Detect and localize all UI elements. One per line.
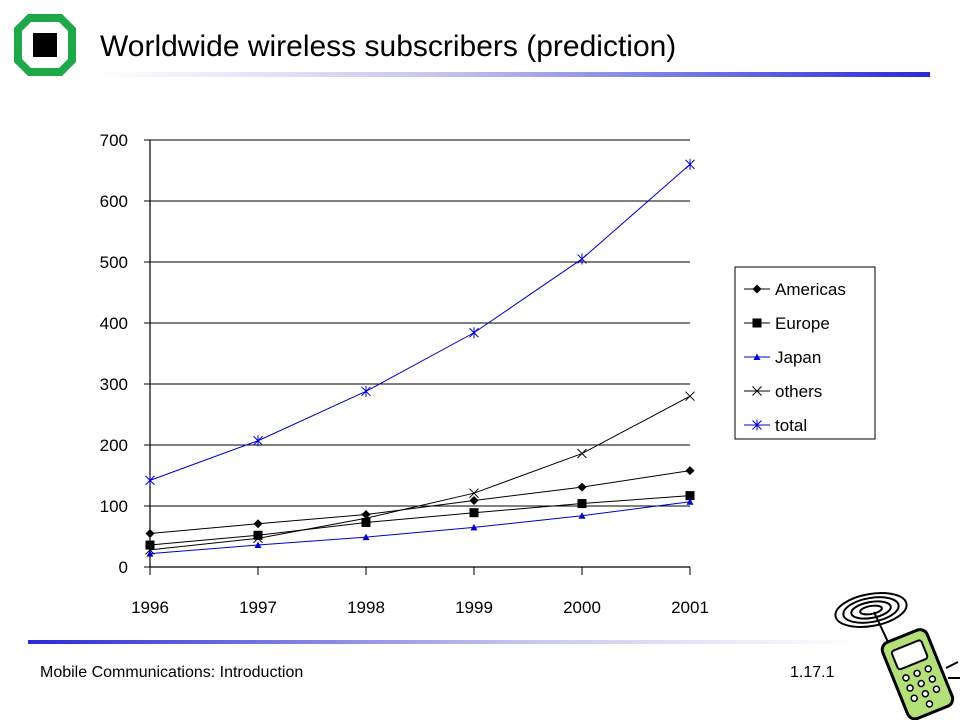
marker-star (469, 327, 479, 339)
mobile-phone-clipart-icon (834, 592, 960, 720)
marker-triangle (686, 498, 694, 505)
y-tick-label: 300 (100, 375, 128, 394)
series-americas (145, 466, 695, 538)
series-line (149, 470, 691, 534)
footer-course-title: Mobile Communications: Introduction (40, 664, 304, 681)
series-line (149, 501, 691, 555)
x-tick-label: 1998 (347, 598, 385, 617)
footer-rule (28, 640, 858, 644)
x-tick-label: 1997 (239, 598, 277, 617)
marker-x (577, 448, 587, 459)
marker-triangle (146, 550, 154, 557)
marker-triangle (362, 533, 370, 541)
marker-diamond (685, 466, 695, 476)
x-tick-label: 1999 (455, 598, 493, 617)
legend-item: Europe (744, 314, 830, 333)
marker-diamond (361, 510, 371, 520)
y-tick-label: 700 (100, 131, 128, 150)
title-rule (96, 72, 930, 77)
marker-square (145, 540, 155, 550)
marker-triangle (753, 353, 761, 360)
y-tick-label: 0 (119, 558, 128, 577)
marker-diamond (752, 284, 762, 294)
legend-label: Japan (775, 348, 821, 367)
y-tick-labels: 0 100 200 300 400 500 600 700 (100, 131, 128, 577)
legend-box (734, 266, 876, 440)
university-logo-icon (14, 14, 76, 76)
marker-diamond (145, 528, 155, 538)
legend-item: Japan (744, 348, 821, 367)
marker-square (752, 318, 762, 328)
marker-triangle (470, 523, 478, 531)
marker-x (145, 545, 155, 555)
x-tick-labels: 1996 1997 1998 1999 2000 2001 (131, 598, 709, 617)
legend-item: Americas (744, 280, 846, 299)
marker-square (253, 530, 263, 540)
chart-legend: Americas Europe Japan others total (734, 266, 876, 440)
marker-triangle (578, 512, 586, 519)
marker-square (577, 499, 587, 509)
series-line (149, 164, 691, 481)
marker-diamond (253, 519, 263, 529)
series-layer (145, 158, 695, 557)
marker-star (253, 435, 263, 447)
series-europe (145, 491, 695, 550)
marker-x (685, 391, 695, 402)
series-others (145, 391, 695, 555)
marker-x (752, 386, 762, 396)
series-line (149, 495, 691, 546)
legend-label: Americas (775, 280, 846, 299)
marker-star (361, 385, 371, 397)
y-tick-label: 400 (100, 314, 128, 333)
chart-axes (144, 139, 691, 575)
marker-diamond (469, 496, 479, 506)
marker-square (361, 517, 371, 527)
marker-star (685, 158, 695, 170)
legend-label: others (775, 382, 822, 401)
series-line (149, 395, 691, 551)
x-tick-label: 2001 (671, 598, 709, 617)
slide-title: Worldwide wireless subscribers (predicti… (100, 30, 677, 63)
marker-x (253, 533, 263, 544)
marker-diamond (577, 482, 587, 492)
series-total (145, 158, 695, 486)
marker-x (361, 513, 371, 524)
marker-star (577, 253, 587, 265)
legend-label: total (775, 416, 807, 435)
x-tick-label: 2000 (563, 598, 601, 617)
y-tick-label: 100 (100, 497, 128, 516)
marker-square (685, 491, 695, 501)
y-tick-label: 600 (100, 192, 128, 211)
y-tick-label: 500 (100, 253, 128, 272)
marker-star (752, 419, 762, 431)
x-tick-label: 1996 (131, 598, 169, 617)
marker-star (145, 474, 155, 486)
legend-item: total (744, 416, 807, 435)
legend-label: Europe (775, 314, 830, 333)
marker-triangle (254, 541, 262, 549)
footer-slide-number: 1.17.1 (790, 664, 835, 681)
legend-item: others (744, 382, 822, 401)
series-japan (146, 498, 694, 557)
marker-square (469, 508, 479, 518)
y-tick-label: 200 (100, 436, 128, 455)
marker-x (469, 488, 479, 499)
